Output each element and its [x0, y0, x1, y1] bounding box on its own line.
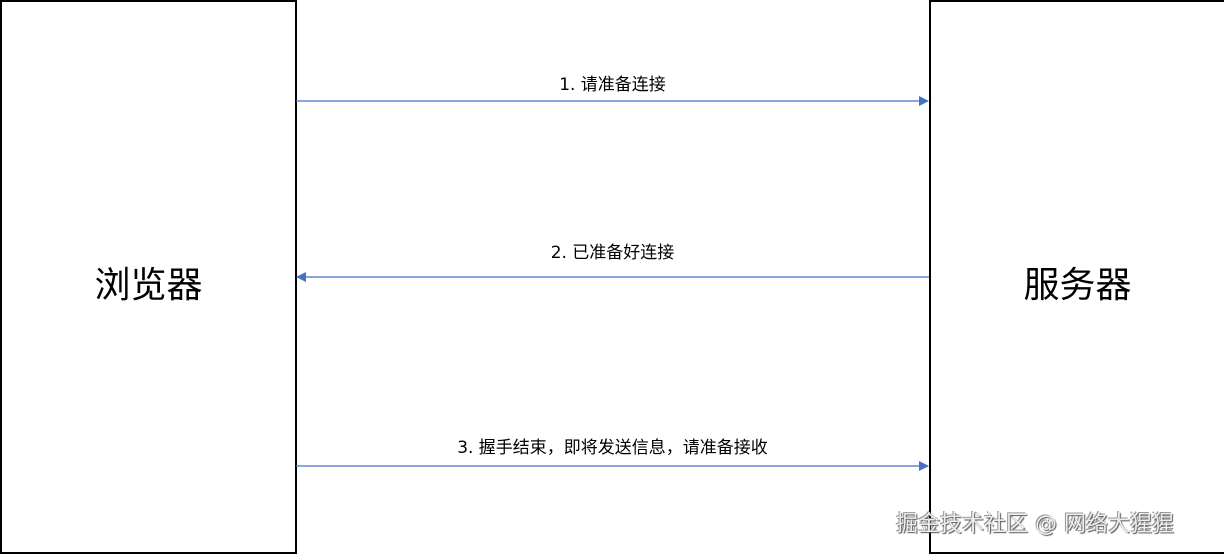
watermark: 掘金技术社区 @ 网络大猩猩: [896, 512, 1174, 537]
message-1-label: 1. 请准备连接: [559, 75, 666, 95]
server-label: 服务器: [1023, 265, 1132, 306]
message-3-label: 3. 握手结束，即将发送信息，请准备接收: [457, 438, 768, 458]
browser-label: 浏览器: [94, 265, 203, 306]
message-2-label: 2. 已准备好连接: [550, 243, 675, 263]
